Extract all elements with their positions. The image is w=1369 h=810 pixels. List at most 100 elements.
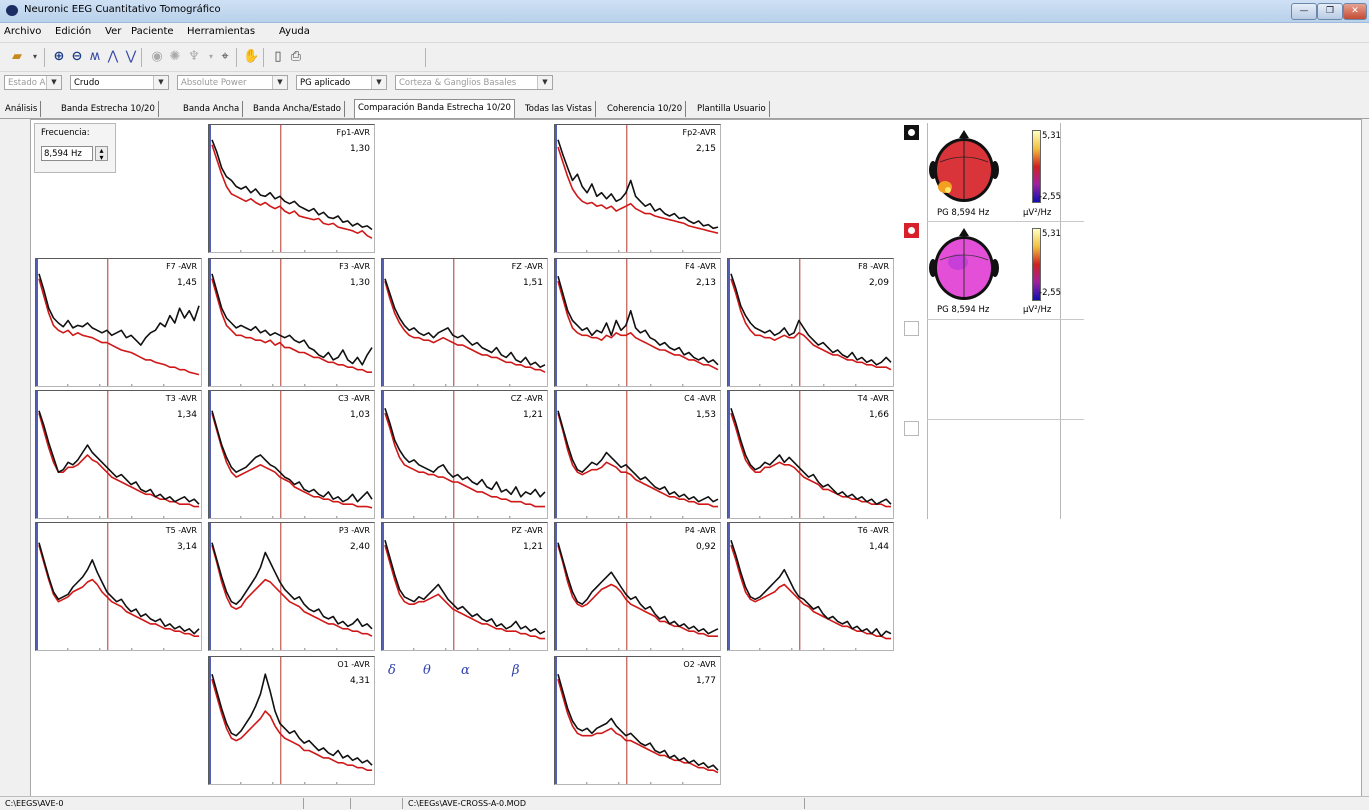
spectrum-plot [728,523,892,650]
map-select-radio-2[interactable] [904,223,919,238]
print-preview-icon[interactable]: ▯ [274,49,282,64]
norm-trace [730,278,892,371]
menu-ver[interactable]: Ver [105,26,122,37]
norm-trace [557,146,719,234]
channel-label: Fp2-AVR [682,128,716,137]
spectrum-panel-p3-avr[interactable]: P3 -AVR 2,40 [208,522,375,651]
spectrum-panel-t3-avr[interactable]: T3 -AVR 1,34 [35,390,202,519]
spectrum-panel-c3-avr[interactable]: C3 -AVR 1,03 [208,390,375,519]
spectrum-plot [555,125,719,252]
spectrum-panel-o2-avr[interactable]: O2 -AVR 1,77 [554,656,721,785]
spectrum-panel-f7-avr[interactable]: F7 -AVR 1,45 [35,258,202,387]
head-map-1[interactable] [928,124,1000,206]
spectrum-panel-fp2-avr[interactable]: Fp2-AVR 2,15 [554,124,721,253]
hand-icon[interactable]: ✋ [243,49,260,64]
nose-icon [959,228,969,236]
patient-trace [38,410,200,505]
channel-value: 1,30 [349,278,370,288]
menu-archivo[interactable]: Archivo [4,26,42,37]
tab-analisis[interactable]: Análisis [2,101,42,117]
nose-icon [959,130,969,138]
spectrum-plot [728,391,892,518]
frequency-spinner[interactable]: ▴ ▾ [95,146,108,162]
patient-trace [38,542,200,635]
eeg-wave-icon[interactable]: ʍ [89,49,101,64]
spectrum-panel-t5-avr[interactable]: T5 -AVR 3,14 [35,522,202,651]
brain-gray-icon[interactable]: ✺ [169,49,181,64]
spectrum-panel-o1-avr[interactable]: O1 -AVR 4,31 [208,656,375,785]
channel-value: 3,14 [176,542,197,552]
channel-value: 2,13 [695,278,716,288]
open-folder-icon[interactable]: ▰ [12,49,22,64]
zoom-out-icon[interactable]: ⊖ [71,49,83,64]
tab-banda-ancha-estado[interactable]: Banda Ancha/Estado [250,101,346,117]
patient-trace [211,273,373,366]
menu-edicion[interactable]: Edición [55,26,92,37]
map-select-radio-1[interactable] [904,125,919,140]
chevron-down-icon: ▼ [153,76,168,89]
channel-label: C3 -AVR [338,394,370,403]
spectrum-panel-c4-avr[interactable]: C4 -AVR 1,53 [554,390,721,519]
map-separator [927,419,1084,420]
zoom-in-icon[interactable]: ⊕ [53,49,65,64]
spectrum-panel-fp1-avr[interactable]: Fp1-AVR 1,30 [208,124,375,253]
spectrum-panel-p4-avr[interactable]: P4 -AVR 0,92 [554,522,721,651]
channel-label: T6 -AVR [857,526,889,535]
patient-trace [384,407,546,498]
menu-ayuda[interactable]: Ayuda [279,26,310,37]
tab-coherencia[interactable]: Coherencia 10/20 [604,101,687,117]
tab-comparacion-banda-estrecha[interactable]: Comparación Banda Estrecha 10/20 [354,99,515,118]
map-select-radio-4[interactable] [904,421,919,436]
band-theta: θ [423,663,431,678]
printer-icon[interactable]: ⎙ [290,49,302,64]
channel-label: O1 -AVR [337,660,370,669]
dropdown-arrow-icon[interactable]: ▾ [32,52,37,61]
spectrum-plot [36,391,200,518]
data-type-select[interactable]: Crudo ▼ [70,75,169,90]
norm-trace [730,544,891,640]
source-icon[interactable]: ♆ [188,49,200,64]
region-select[interactable]: Corteza & Ganglios Basales ▼ [395,75,553,90]
arrow-down-icon[interactable]: ▾ [208,52,213,61]
status-file-right: C:\EEGs\AVE-CROSS-A-0.MOD [405,798,805,809]
spike-up-icon[interactable]: ⋀ [107,49,119,64]
map-select-radio-3[interactable] [904,321,919,336]
close-button[interactable]: ✕ [1343,3,1367,20]
spectrum-panel-fz-avr[interactable]: FZ -AVR 1,51 [381,258,548,387]
spectrum-panel-pz-avr[interactable]: PZ -AVR 1,21 [381,522,548,651]
frequency-input[interactable]: 8,594 Hz [41,146,93,161]
tab-plantilla-usuario[interactable]: Plantilla Usuario [694,101,770,117]
menu-paciente[interactable]: Paciente [131,26,174,37]
spectrum-panel-t4-avr[interactable]: T4 -AVR 1,66 [727,390,894,519]
channel-value: 1,03 [349,410,370,420]
tab-banda-estrecha[interactable]: Banda Estrecha 10/20 [58,101,159,117]
state-select[interactable]: Estado A ▼ [4,75,62,90]
right-ear-icon [991,161,999,179]
channel-label: C4 -AVR [684,394,716,403]
head-3d-icon[interactable]: ◉ [151,49,163,64]
target-icon[interactable]: ⌖ [221,49,229,64]
patient-trace [384,539,546,635]
menu-herramientas[interactable]: Herramientas [187,26,256,37]
spectrum-panel-f4-avr[interactable]: F4 -AVR 2,13 [554,258,721,387]
spectrum-plot [728,259,892,386]
patient-trace [730,273,892,366]
map-1-max: 5,31 [1042,131,1061,141]
spectrum-panel-f3-avr[interactable]: F3 -AVR 1,30 [208,258,375,387]
restore-button[interactable]: ❐ [1317,3,1343,20]
tab-todas-las-vistas[interactable]: Todas las Vistas [522,101,596,117]
spectrum-panel-cz-avr[interactable]: CZ -AVR 1,21 [381,390,548,519]
spectrum-panel-f8-avr[interactable]: F8 -AVR 2,09 [727,258,894,387]
patient-trace [730,539,892,637]
head-map-2[interactable] [928,222,1000,304]
spectrum-plot [555,391,719,518]
spectrum-panel-t6-avr[interactable]: T6 -AVR 1,44 [727,522,894,651]
status-bar: C:\EEGS\AVE-0 C:\EEGs\AVE-CROSS-A-0.MOD [0,796,1369,810]
minimize-button[interactable]: — [1291,3,1317,20]
pg-select[interactable]: PG aplicado ▼ [296,75,387,90]
spectrum-plot [209,657,373,784]
measure-select[interactable]: Absolute Power ▼ [177,75,288,90]
channel-label: FZ -AVR [511,262,543,271]
tab-banda-ancha[interactable]: Banda Ancha [180,101,244,117]
spike-down-icon[interactable]: ⋁ [125,49,137,64]
